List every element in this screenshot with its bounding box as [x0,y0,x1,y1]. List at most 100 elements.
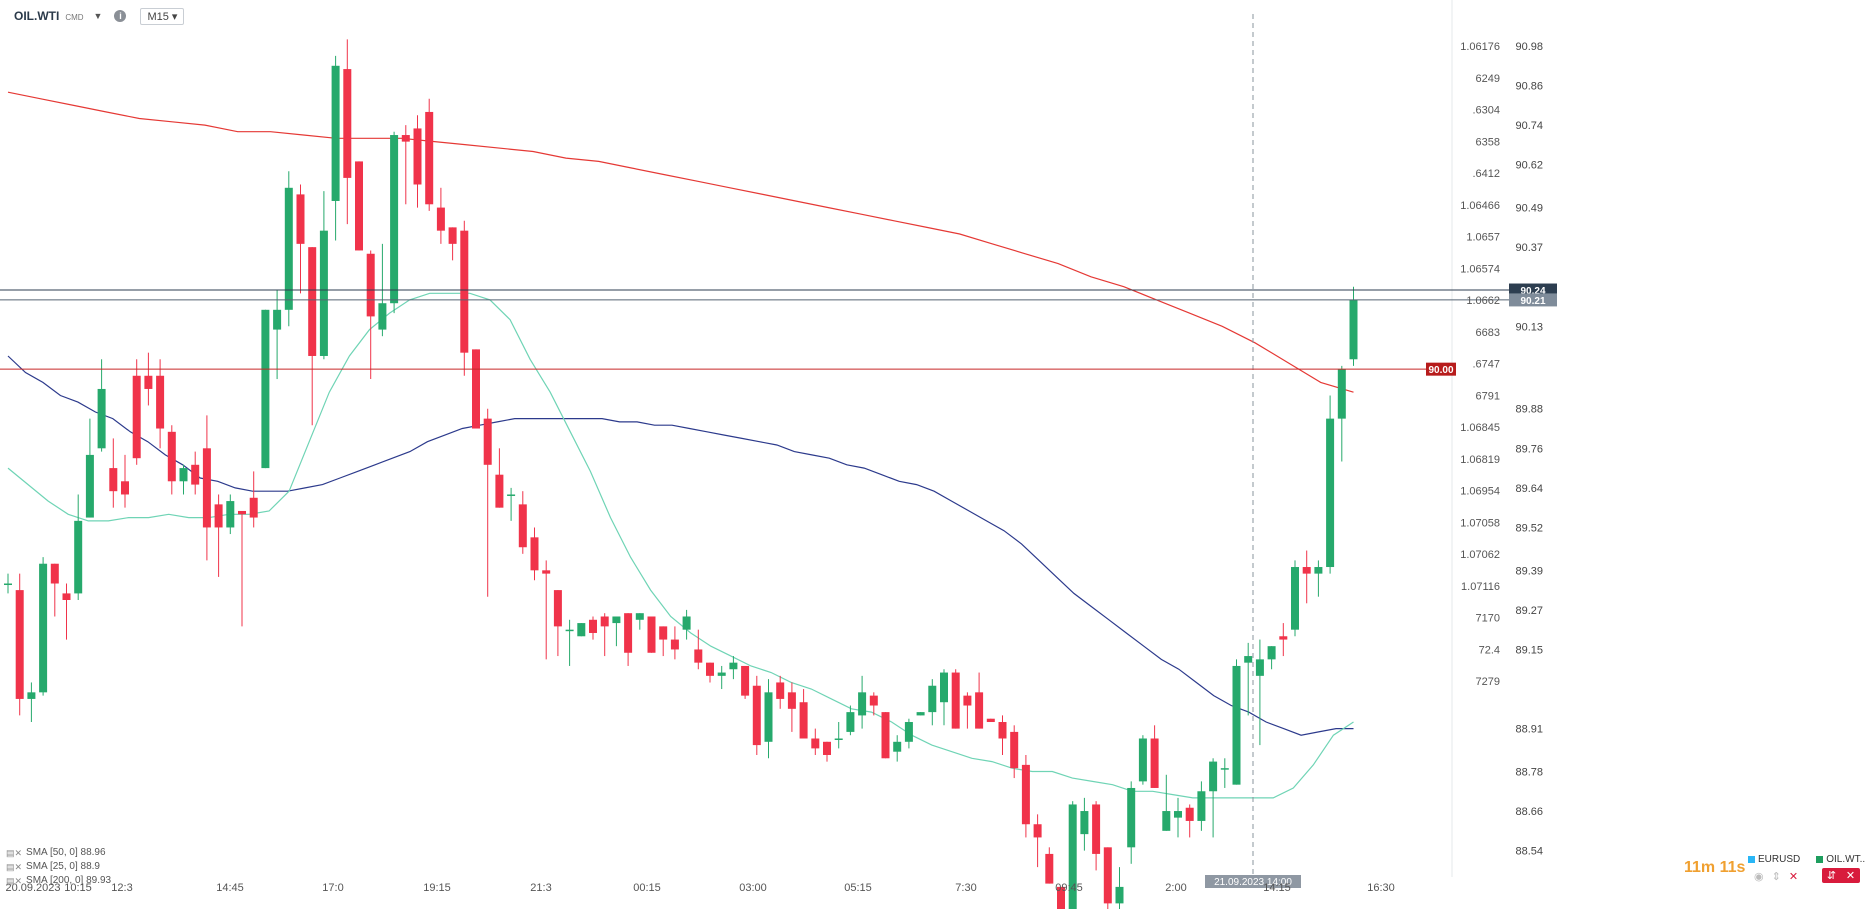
candle [191,451,200,495]
candle-body [1045,853,1054,884]
candle-body [1068,804,1077,909]
candle [1337,365,1346,462]
candle-body [1244,656,1253,663]
secondary-tick-label: 6358 [1476,136,1500,148]
candle-body [834,738,843,740]
candle-body [682,616,691,630]
eye-icon[interactable]: ◉ [1754,871,1764,883]
candle-body [132,375,141,459]
close-icon[interactable]: ✕ [1845,870,1856,882]
candle-body [273,309,282,330]
candle-body [904,722,913,742]
symbol-tab-eurusd[interactable]: EURUSD [1748,854,1800,865]
symbol-tabs: EURUSD OIL.WT.. [1748,854,1865,865]
candle [846,705,855,736]
sma-lines [7,91,1354,799]
candle-body [1337,369,1346,419]
price-tick-label: 88.54 [1515,846,1543,858]
timeframe-select[interactable]: M15 ▾ [140,7,185,25]
candle [436,187,445,244]
candle-body [1021,764,1030,825]
candle-body [717,672,726,676]
candle-body [202,448,211,528]
candle-body [553,590,562,627]
active-symbol-badge[interactable]: ⇵ ✕ [1822,868,1860,883]
candle-body [109,468,118,492]
time-tick-label: 20.09.2023 [5,882,60,894]
indicator-menu-icon[interactable]: ▤✕ [6,862,23,872]
close-icon[interactable]: ✕ [1788,871,1799,883]
candle-body [881,712,890,759]
candle [366,250,375,380]
candle-body [1174,811,1182,818]
candle [1068,801,1077,909]
symbol-dropdown-icon[interactable]: ▼ [93,11,103,21]
candle-body [121,481,129,495]
candle [355,161,363,251]
tab-label: EURUSD [1758,854,1801,865]
candle-timer: 11m 11s [1684,859,1746,876]
candle [530,527,539,581]
candle [706,662,714,683]
time-tick-label: 7:30 [955,882,976,894]
candle [296,184,305,294]
time-tick-label: 05:15 [844,882,872,894]
legend-row-sma50[interactable]: ▤✕ SMA [50, 0] 88.96 [6,846,111,860]
candle-body [846,712,855,732]
candle [1232,659,1241,785]
candle-body [238,510,246,515]
crosshair-label-bg [1205,875,1301,888]
candle [904,718,913,749]
legend-row-sma25[interactable]: ▤✕ SMA [25, 0] 88.9 [6,860,111,874]
legend-row-sma200[interactable]: ▤✕ SMA [200, 0] 89.93 [6,874,111,888]
sma-50-line [7,355,1354,736]
candle [448,227,457,261]
secondary-tick-label: 1.0662 [1466,295,1500,307]
sort-icon[interactable]: ⇵ [1826,870,1837,882]
candle [4,573,12,594]
candle-body [799,702,808,739]
candle-body [659,626,668,640]
candle [647,616,656,653]
instrument-symbol[interactable]: OIL.WTI [14,9,60,23]
candle-body [401,135,410,142]
indicator-legend: ▤✕ SMA [50, 0] 88.96 ▤✕ SMA [25, 0] 88.9 ▤… [6,846,111,888]
price-tick-label: 89.27 [1515,605,1543,617]
candle [1314,560,1323,597]
candle [238,510,246,627]
candle [1033,814,1042,868]
candle-body [764,692,773,742]
candle [97,359,106,452]
symbol-tab-oilwti[interactable]: OIL.WT.. [1816,854,1865,865]
tab-color-icon [1816,856,1824,863]
price-tick-label: 90.98 [1515,41,1543,53]
candle-body [319,230,328,356]
price-tick-label: 89.88 [1515,404,1543,416]
candle [940,669,948,726]
indicator-menu-icon[interactable]: ▤✕ [6,876,23,886]
reorder-icon[interactable]: ⇕ [1771,871,1781,883]
candle [460,220,469,376]
price-tick-label: 89.64 [1515,483,1543,495]
candle-body [179,468,188,482]
candle-body [460,230,469,353]
candle [577,623,586,637]
legend-label: SMA [200, 0] 89.93 [26,875,112,886]
price-tag-label: 90.24 [1520,286,1545,297]
candle [951,669,960,729]
candle-body [823,741,831,755]
candle-body [15,590,24,699]
candle [682,609,691,640]
candle-body [624,613,633,653]
candle [495,448,504,508]
candle [741,665,750,699]
candle-body [1232,665,1241,785]
candle [893,735,902,762]
candle [624,613,633,666]
indicator-menu-icon[interactable]: ▤✕ [6,848,23,858]
candle-body [1220,768,1229,770]
secondary-tick-label: 6249 [1476,73,1500,85]
candle [27,682,36,723]
info-icon[interactable]: i [114,10,127,22]
